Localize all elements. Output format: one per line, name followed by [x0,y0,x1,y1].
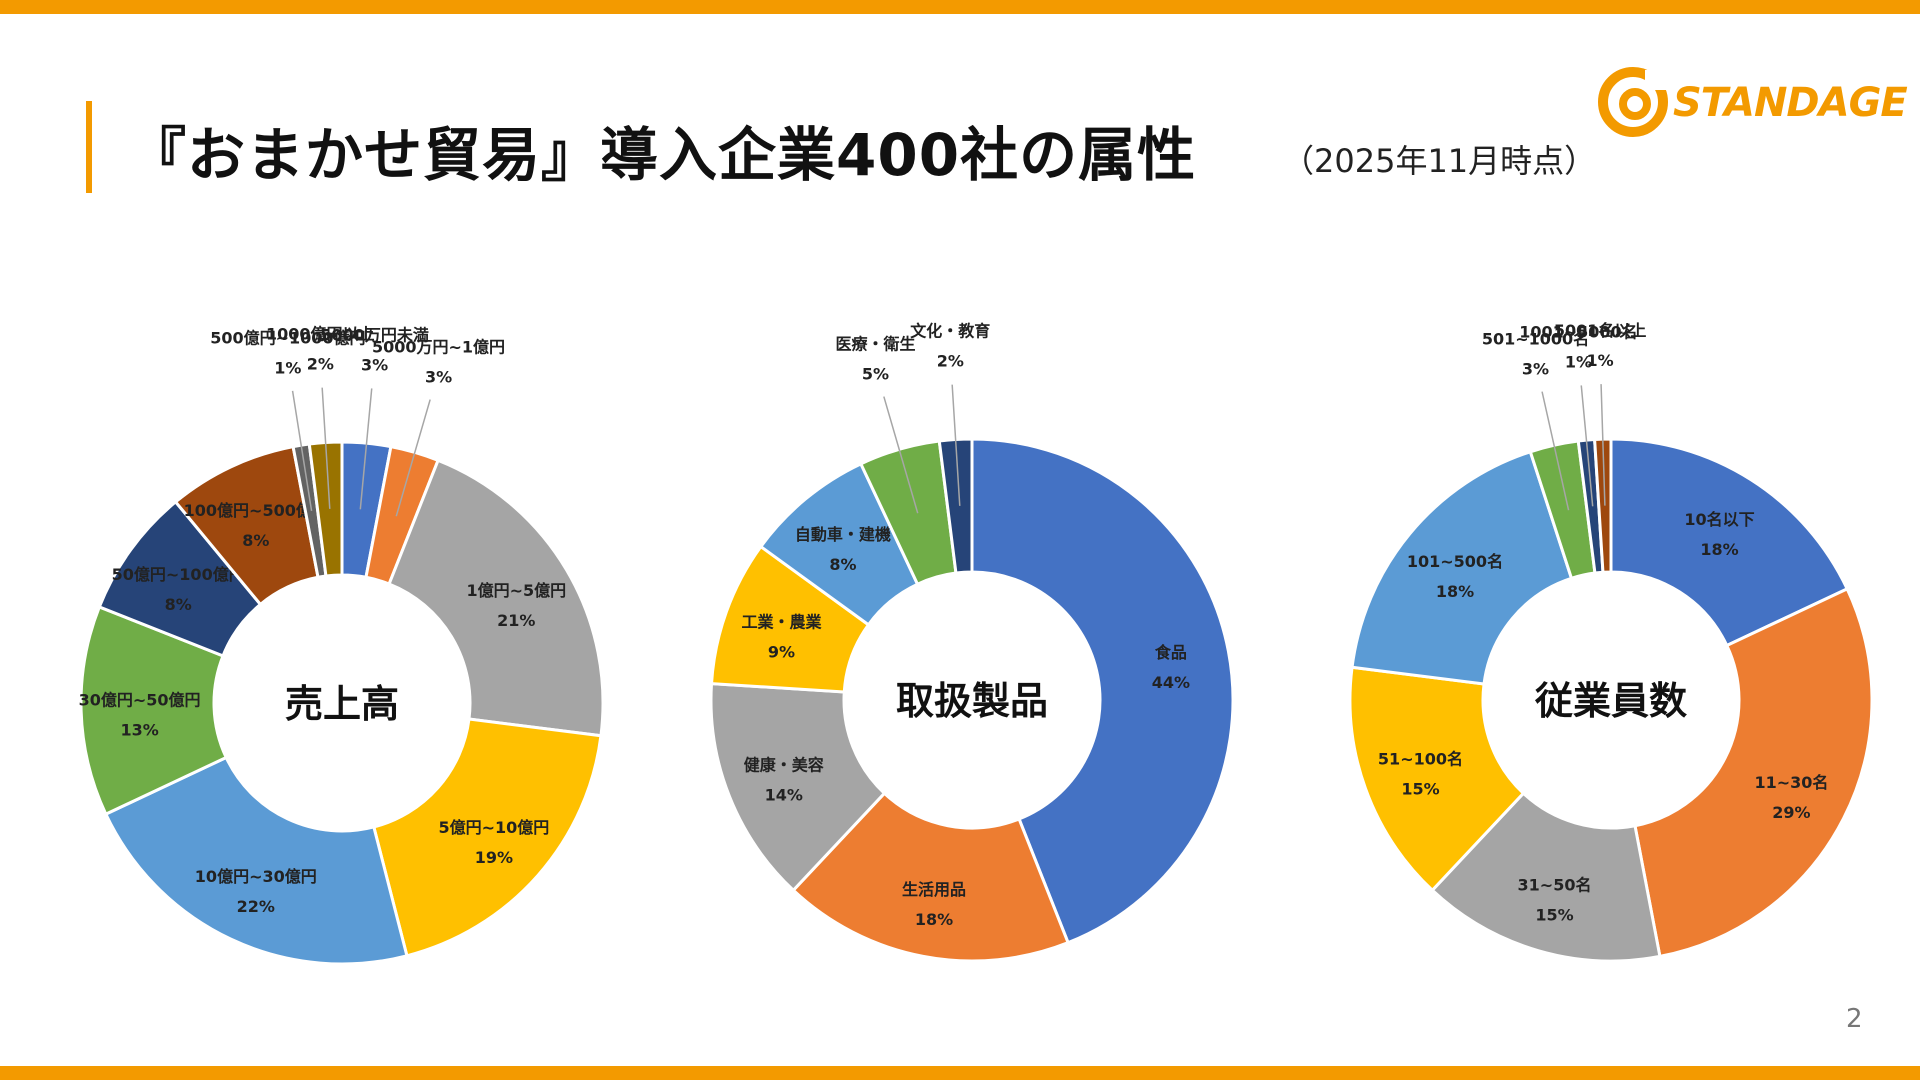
slice-value-label: 8% [242,531,269,550]
donut-slice [970,437,1235,945]
slice-value-label: 18% [915,910,953,929]
page-subtitle: （2025年11月時点） [1282,142,1597,180]
slice-value-label: 8% [165,595,192,614]
slice-value-label: 8% [829,555,856,574]
donut-slice [1633,586,1874,959]
chart-center-title: 従業員数 [1534,679,1687,723]
donut-slice [1609,437,1850,648]
chart-center-title: 売上高 [285,682,399,726]
slice-category-label: 健康・美容 [744,756,824,775]
slice-value-label: 15% [1401,780,1439,799]
donut-slice [307,440,344,578]
slice-category-label: 工業・農業 [741,612,822,631]
slice-category-label: 食品 [1154,643,1187,662]
slice-leader-line [395,399,431,517]
donut-slice [1593,437,1613,574]
donut-slice [1430,791,1662,963]
donut-slice [1350,449,1574,686]
slice-value-label: 14% [765,786,803,805]
slice-value-label: 9% [768,642,795,661]
page-number: 2 [1846,1004,1863,1034]
slice-value-label: 18% [1700,540,1738,559]
slice-leader-line [1541,391,1570,511]
slice-category-label: 1000億円以上 [266,325,375,344]
page-title: 『おまかせ貿易』導入企業400社の属性 [128,121,1197,189]
slice-leader-line [1600,384,1606,506]
slice-category-label: 30億円~50億円 [79,690,201,709]
slice-category-label: 5000万円~1億円 [372,338,505,357]
slice-value-label: 3% [425,368,452,387]
donut-chart-employees: 10名以下 18% 11~30名 29% 31~50名 15% 51~100名 15% 101~… [1348,321,1874,963]
slice-value-label: 3% [1522,359,1549,378]
slice-leader-line [951,384,961,506]
donut-chart-products: 食品 44% 生活用品 18% 健康・美容 14% 工業・農業 9% 自動車・建機 8% 医療・衛生… [709,322,1235,963]
slice-category-label: 医療・衛生 [835,335,915,354]
donut-slice [937,437,974,575]
donut-slice [1348,665,1526,893]
slice-category-label: 50億円~100億円 [112,565,245,584]
slice-leader-line [359,388,373,510]
slice-value-label: 29% [1772,803,1810,822]
slice-value-label: 1% [1587,351,1614,370]
slice-value-label: 19% [475,848,513,867]
slice-category-label: 文化・教育 [910,322,990,341]
slice-value-label: 15% [1535,905,1573,924]
slice-category-label: 5000万円未満 [320,326,429,345]
logo-text: STANDAGE [1673,80,1908,126]
slice-category-label: 5001名以上 [1554,321,1647,340]
bottom-accent-bar [0,1066,1920,1080]
slice-category-label: 500億円~1000億円 [210,328,365,347]
donut-chart-sales: 5000万円未満3%5000万円~1億円3%1億円~5億円21%5億円~10億円… [79,325,605,966]
donut-slice [387,458,605,738]
donut-slice [103,755,409,966]
slice-category-label: 10億円~30億円 [195,867,317,886]
slice-category-label: 51~100名 [1378,750,1463,769]
slice-category-label: 501~1000名 [1482,329,1589,348]
slice-category-label: 自動車・建機 [795,525,891,544]
slice-category-label: 1001~5000名 [1519,323,1637,342]
slice-category-label: 11~30名 [1754,773,1828,792]
slice-leader-line [291,390,313,512]
slice-leader-line [883,396,919,514]
slice-value-label: 13% [120,720,158,739]
logo-mark-icon [1598,67,1668,137]
slice-value-label: 22% [237,897,275,916]
slice-value-label: 1% [1565,353,1592,372]
slice-value-label: 5% [862,365,889,384]
title-accent-line [86,101,92,193]
donut-slice [709,682,887,893]
slice-category-label: 31~50名 [1518,875,1592,894]
slice-value-label: 18% [1436,582,1474,601]
slice-value-label: 2% [937,352,964,371]
chart-center-title: 取扱製品 [896,679,1048,723]
slice-category-label: 10名以下 [1684,510,1754,529]
donut-slice [372,717,603,958]
slice-value-label: 21% [497,611,535,630]
slice-leader-line [321,387,331,509]
slice-category-label: 101~500名 [1407,552,1503,571]
slice-value-label: 1% [274,358,301,377]
slice-leader-line [1580,385,1594,507]
slice-category-label: 100億円~500億円 [184,501,328,520]
slice-category-label: 1億円~5億円 [466,581,566,600]
slice-value-label: 2% [307,355,334,374]
slice-category-label: 生活用品 [902,880,966,899]
donut-slice [791,791,1071,963]
slice-value-label: 44% [1152,673,1190,692]
slice-category-label: 5億円~10億円 [438,818,549,837]
slice-value-label: 3% [361,356,388,375]
standage-logo: STANDAGE [1595,64,1908,140]
top-accent-bar [0,0,1920,14]
